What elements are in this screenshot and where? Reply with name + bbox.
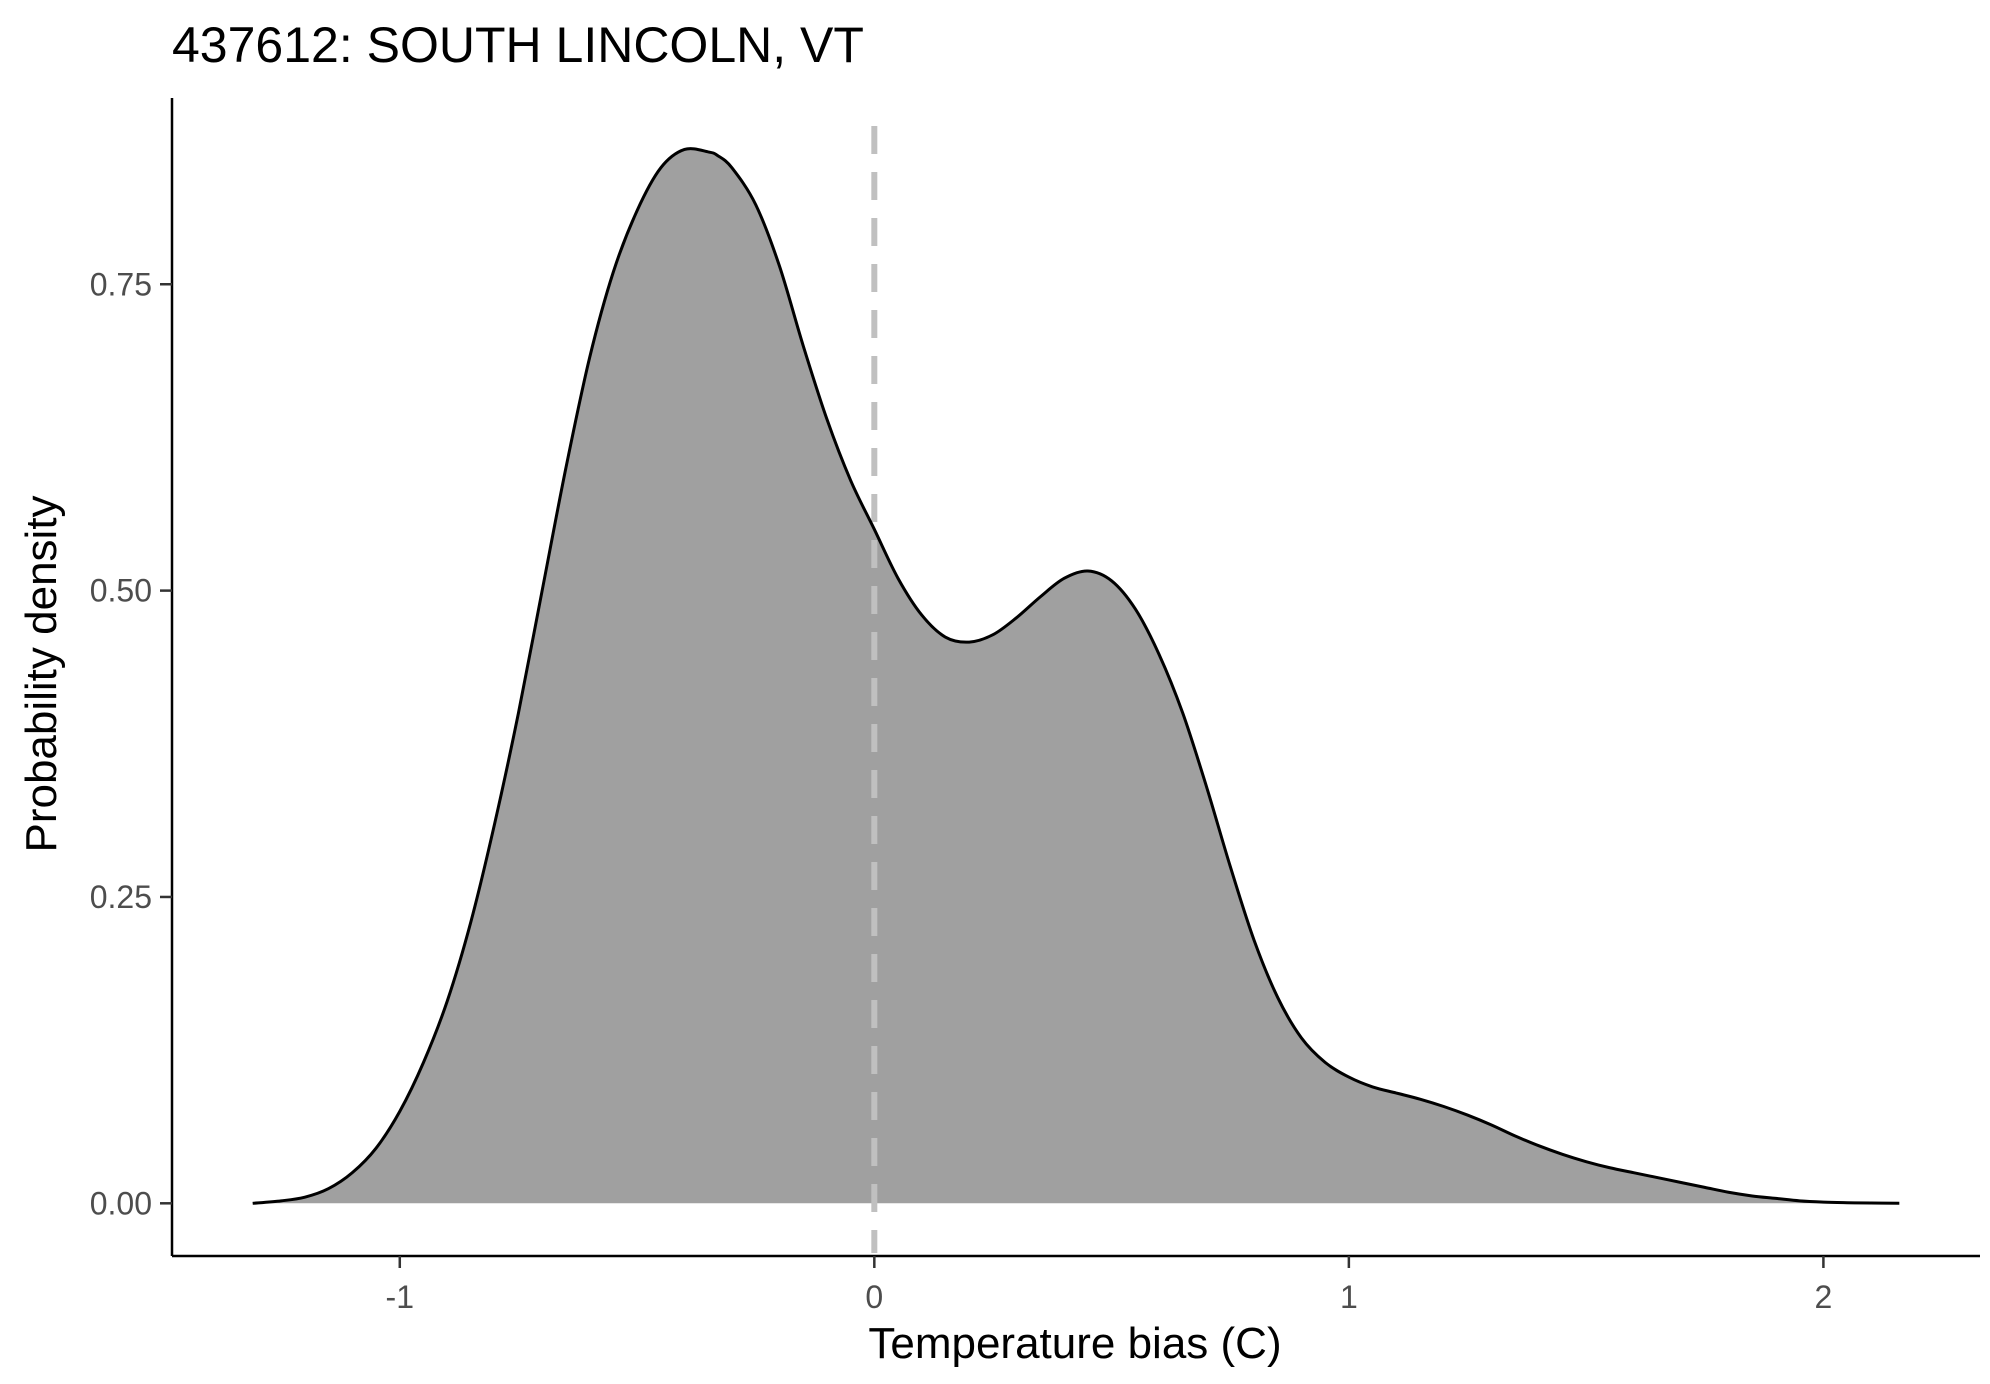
plot-area [252, 126, 1900, 1253]
y-tick-label: 0.00 [90, 1185, 152, 1221]
density-line [252, 147, 1900, 1205]
x-tick-label: 1 [1340, 1279, 1358, 1315]
x-tick-label: -1 [386, 1279, 414, 1315]
y-tick-label: 0.50 [90, 573, 152, 609]
y-tick-label: 0.25 [90, 879, 152, 915]
x-tick-label: 2 [1815, 1279, 1833, 1315]
x-tick-label: 0 [865, 1279, 883, 1315]
x-axis-title: Temperature bias (C) [868, 1319, 1281, 1368]
density-area [252, 148, 1900, 1204]
y-axis-title: Probability density [17, 495, 66, 852]
y-tick-label: 0.75 [90, 266, 152, 302]
chart-title: 437612: SOUTH LINCOLN, VT [172, 17, 864, 73]
axes: -1 0 1 2 0.00 0.25 0.50 0.75 [90, 98, 1980, 1315]
